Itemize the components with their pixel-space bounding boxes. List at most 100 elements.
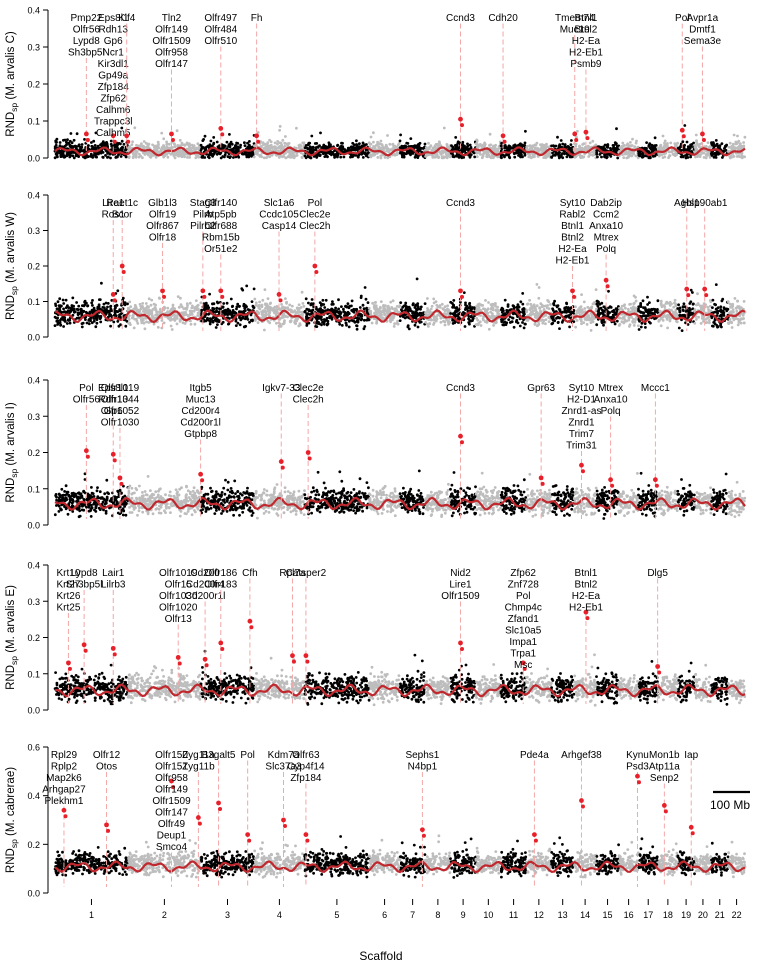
data-point — [406, 142, 410, 145]
data-point — [228, 133, 231, 136]
data-point — [209, 139, 213, 143]
data-point — [58, 297, 62, 301]
data-point — [384, 309, 387, 312]
data-point — [424, 311, 427, 315]
data-point — [684, 154, 687, 157]
data-point — [402, 155, 406, 159]
data-point — [563, 152, 566, 156]
data-point — [128, 300, 132, 304]
data-point — [310, 298, 314, 301]
data-point — [196, 303, 200, 307]
data-point — [65, 140, 68, 144]
data-point — [495, 320, 498, 324]
gene-label: Dmtf1 — [689, 25, 716, 36]
data-point — [109, 156, 112, 160]
data-point — [200, 155, 204, 159]
data-point — [362, 318, 366, 322]
data-point — [59, 149, 63, 153]
data-point — [434, 144, 437, 148]
data-point — [106, 305, 109, 309]
data-point — [192, 145, 196, 149]
data-point — [452, 155, 456, 159]
data-point — [104, 154, 107, 157]
data-point — [68, 321, 72, 325]
data-point — [315, 325, 319, 328]
data-point — [186, 156, 189, 159]
data-point — [405, 305, 408, 308]
data-point — [465, 148, 469, 151]
data-point — [731, 142, 735, 146]
data-point — [322, 145, 325, 148]
data-point — [523, 322, 527, 326]
data-point — [518, 154, 522, 158]
data-point — [268, 302, 272, 305]
data-point — [475, 138, 479, 142]
data-point — [141, 310, 145, 313]
data-point — [170, 308, 173, 311]
data-point — [127, 318, 131, 321]
data-point — [429, 144, 433, 148]
data-point — [381, 310, 384, 313]
gene-label: Zfp184 — [98, 82, 130, 93]
data-point — [71, 296, 75, 300]
data-point — [414, 304, 417, 308]
data-point — [366, 301, 370, 304]
data-point — [166, 146, 170, 150]
data-point — [207, 156, 211, 160]
data-point — [196, 307, 199, 311]
data-point — [479, 153, 482, 156]
data-point — [277, 156, 281, 159]
data-point — [228, 148, 232, 152]
data-point — [149, 303, 153, 307]
data-point — [635, 139, 638, 143]
data-point — [382, 304, 385, 307]
data-point — [245, 284, 249, 288]
gene-label: Gp49a — [98, 71, 128, 82]
data-point — [706, 152, 710, 156]
data-point — [508, 145, 512, 149]
data-point — [354, 320, 357, 324]
data-point — [356, 155, 360, 159]
data-point — [615, 127, 618, 131]
data-point — [319, 309, 323, 313]
data-point — [673, 154, 677, 158]
data-point — [290, 155, 294, 159]
data-point — [530, 304, 534, 308]
data-point — [430, 318, 433, 322]
data-point — [211, 149, 214, 153]
data-point — [399, 151, 402, 155]
data-point — [301, 302, 305, 305]
data-point — [388, 142, 392, 146]
data-point — [438, 305, 442, 309]
data-point — [515, 318, 519, 322]
data-point — [139, 154, 143, 158]
data-point — [423, 302, 427, 305]
data-point — [287, 154, 291, 158]
data-point — [250, 300, 254, 303]
data-point — [426, 297, 429, 300]
data-point — [134, 155, 138, 159]
data-point — [500, 310, 504, 314]
data-point — [308, 313, 312, 316]
data-point — [256, 131, 260, 134]
data-point — [147, 305, 151, 309]
data-point — [678, 145, 682, 149]
data-point — [80, 143, 84, 146]
data-point — [416, 325, 420, 329]
data-point — [525, 302, 529, 306]
data-point — [359, 296, 363, 299]
data-point — [419, 311, 423, 315]
data-point — [446, 304, 449, 308]
data-point — [68, 139, 72, 143]
data-point — [86, 144, 90, 148]
data-point — [284, 156, 288, 160]
data-point — [117, 142, 121, 145]
gene-label: Kir3dl1 — [98, 59, 130, 70]
scatter-points — [53, 277, 747, 332]
data-point — [274, 313, 278, 317]
data-point — [521, 321, 524, 324]
data-point — [245, 155, 249, 159]
data-point — [393, 322, 396, 325]
peak-point — [701, 137, 706, 142]
data-point — [126, 149, 130, 153]
